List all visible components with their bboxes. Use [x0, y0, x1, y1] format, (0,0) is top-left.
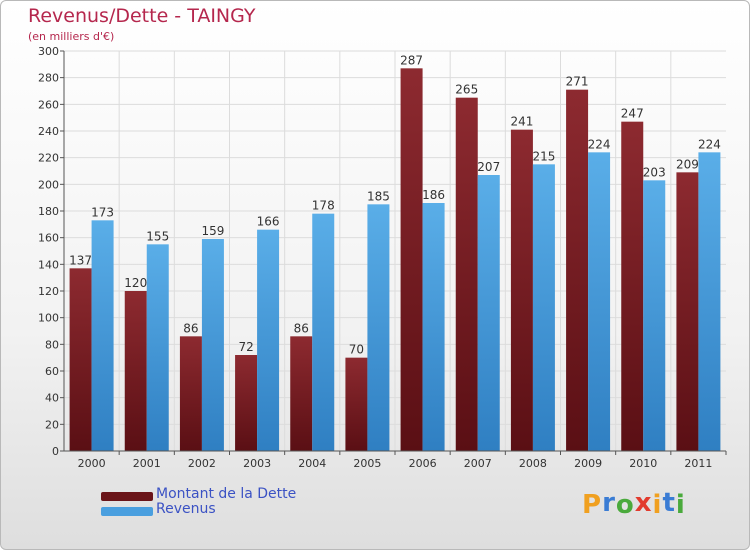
- chart-subtitle: (en milliers d'€): [28, 30, 115, 43]
- y-tick-label: 120: [38, 285, 59, 298]
- bar-revenue-2007: [477, 175, 500, 451]
- bar-debt-2002: [179, 336, 202, 451]
- bar-debt-2003: [235, 355, 258, 451]
- y-tick-label: 140: [38, 258, 59, 271]
- x-tick-label-2000: 2000: [78, 457, 106, 470]
- x-tick-label-2004: 2004: [298, 457, 326, 470]
- y-tick-label: 240: [38, 125, 59, 138]
- legend-swatch-debt: [101, 492, 153, 501]
- legend-label-revenue: Revenus: [156, 501, 216, 517]
- bar-debt-2004: [290, 336, 313, 451]
- y-tick-label: 180: [38, 205, 59, 218]
- data-label-debt-2011: 209: [676, 157, 699, 171]
- bar-debt-2000: [69, 268, 92, 451]
- bar-revenue-2011: [698, 152, 721, 452]
- y-tick-label: 100: [38, 312, 59, 325]
- bar-debt-2005: [345, 357, 368, 451]
- data-label-revenue-2011: 224: [698, 137, 721, 151]
- bar-revenue-2001: [146, 244, 169, 451]
- logo-letter: P: [582, 490, 603, 520]
- data-label-debt-2008: 241: [510, 115, 533, 129]
- legend-swatch-revenue: [101, 507, 153, 516]
- bar-debt-2010: [621, 121, 644, 452]
- legend-label-debt: Montant de la Dette: [156, 486, 297, 502]
- logo-letter: i: [652, 490, 663, 520]
- bar-revenue-2010: [643, 180, 666, 452]
- y-tick-label: 200: [38, 178, 59, 191]
- bar-revenue-2002: [201, 239, 224, 451]
- x-tick-label-2009: 2009: [574, 457, 602, 470]
- x-tick-label-2001: 2001: [133, 457, 161, 470]
- data-label-revenue-2010: 203: [643, 165, 666, 179]
- bar-revenue-2003: [257, 229, 280, 451]
- data-label-debt-2009: 271: [566, 75, 589, 89]
- bar-debt-2011: [676, 172, 699, 452]
- data-label-debt-2002: 86: [183, 321, 198, 335]
- bar-debt-2009: [566, 89, 589, 452]
- data-label-revenue-2005: 185: [367, 189, 390, 203]
- data-label-debt-2001: 120: [124, 276, 147, 290]
- proxiti-logo: Proxiti: [582, 488, 686, 520]
- data-label-revenue-2000: 173: [91, 205, 114, 219]
- y-tick-label: 60: [45, 365, 59, 378]
- bar-revenue-2006: [422, 203, 445, 451]
- y-tick-label: 0: [52, 445, 59, 458]
- data-label-revenue-2007: 207: [477, 160, 500, 174]
- x-tick-label-2003: 2003: [243, 457, 271, 470]
- x-tick-label-2011: 2011: [684, 457, 712, 470]
- logo-letter: t: [662, 488, 676, 518]
- bar-revenue-2005: [367, 204, 390, 451]
- data-label-revenue-2003: 166: [257, 215, 280, 229]
- data-label-revenue-2004: 178: [312, 199, 335, 213]
- bar-revenue-2009: [588, 152, 611, 452]
- x-tick-label-2002: 2002: [188, 457, 216, 470]
- logo-letter: r: [602, 488, 616, 518]
- data-label-revenue-2009: 224: [588, 137, 611, 151]
- data-label-revenue-2008: 215: [532, 149, 555, 163]
- data-label-revenue-2006: 186: [422, 188, 445, 202]
- data-label-revenue-2002: 159: [201, 224, 224, 238]
- y-tick-label: 220: [38, 152, 59, 165]
- logo-letter: x: [634, 488, 653, 518]
- bar-debt-2001: [124, 291, 147, 451]
- y-tick-label: 260: [38, 98, 59, 111]
- bar-revenue-2004: [312, 213, 335, 451]
- data-label-revenue-2001: 155: [146, 229, 169, 243]
- data-label-debt-2007: 265: [455, 83, 478, 97]
- data-label-debt-2010: 247: [621, 107, 644, 121]
- y-tick-label: 280: [38, 72, 59, 85]
- data-label-debt-2004: 86: [294, 321, 309, 335]
- x-tick-label-2008: 2008: [519, 457, 547, 470]
- x-tick-label-2006: 2006: [409, 457, 437, 470]
- logo-letter: o: [615, 490, 635, 520]
- bar-debt-2006: [400, 68, 423, 451]
- x-tick-label-2007: 2007: [464, 457, 492, 470]
- x-tick-label-2010: 2010: [629, 457, 657, 470]
- data-label-debt-2003: 72: [238, 340, 253, 354]
- logo-letter: i: [675, 490, 686, 520]
- data-label-debt-2006: 287: [400, 53, 423, 67]
- y-tick-label: 80: [45, 338, 59, 351]
- chart-title: Revenus/Dette - TAINGY: [28, 5, 256, 27]
- bar-revenue-2000: [91, 220, 114, 451]
- x-tick-label-2005: 2005: [353, 457, 381, 470]
- data-label-debt-2005: 70: [349, 343, 364, 357]
- y-tick-label: 40: [45, 392, 59, 405]
- bar-revenue-2008: [532, 164, 555, 452]
- y-tick-label: 300: [38, 45, 59, 58]
- y-tick-label: 20: [45, 418, 59, 431]
- y-tick-label: 160: [38, 232, 59, 245]
- data-label-debt-2000: 137: [69, 253, 92, 267]
- bar-debt-2008: [510, 129, 533, 451]
- bar-debt-2007: [455, 97, 478, 452]
